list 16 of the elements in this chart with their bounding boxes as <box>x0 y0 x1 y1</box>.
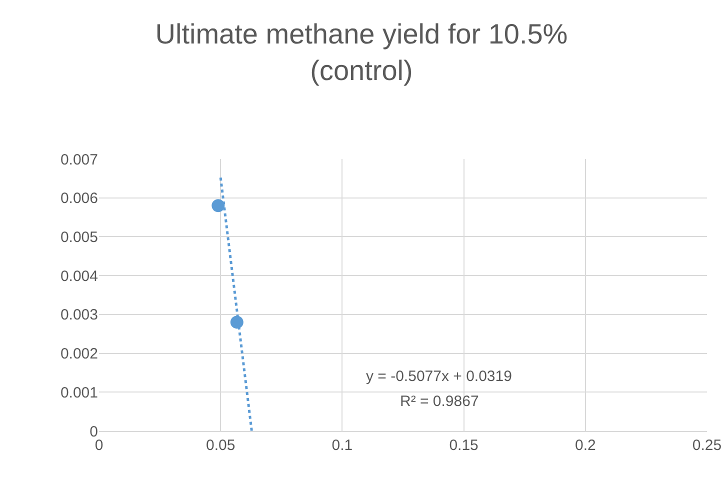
chart-title: Ultimate methane yield for 10.5% (control) <box>155 18 568 86</box>
x-tick-label: 0.1 <box>332 437 353 454</box>
x-tick-label: 0.25 <box>692 437 722 454</box>
x-tick-label: 0.05 <box>206 437 236 454</box>
y-tick-label: 0.001 <box>60 384 98 402</box>
y-tick-label: 0.004 <box>60 268 98 285</box>
y-tick-label: 0 <box>90 423 98 440</box>
annotation: y = -0.5077x + 0.0319 <box>366 368 512 385</box>
y-tick-label: 0.003 <box>60 306 98 324</box>
x-tick-label: 0.2 <box>574 437 596 454</box>
y-tick-label: 0.005 <box>60 228 98 246</box>
y-tick-label: 0.002 <box>60 346 98 363</box>
x-tick-label: 0.15 <box>449 437 478 454</box>
y-tick-label: 0.006 <box>60 190 98 208</box>
y-tick-label: 0.007 <box>60 151 98 168</box>
annotation: R² = 0.9867 <box>400 393 479 410</box>
